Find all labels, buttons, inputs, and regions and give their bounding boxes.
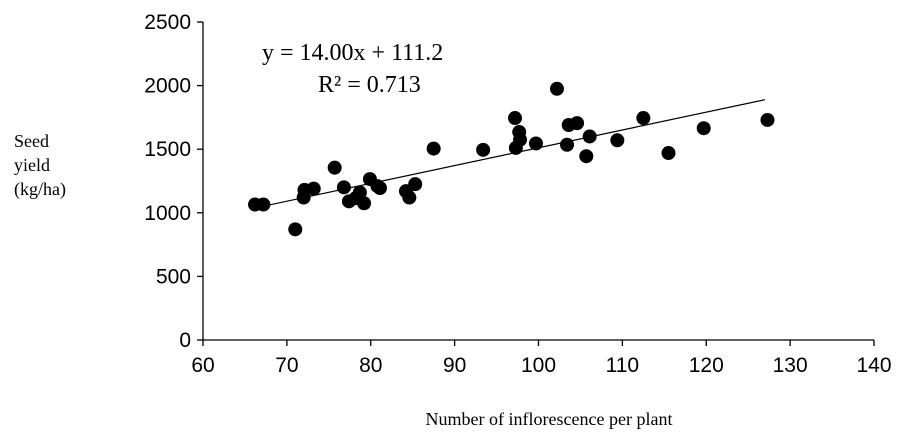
- data-point: [288, 222, 303, 237]
- y-tick-label: 0: [179, 329, 191, 352]
- data-point: [549, 81, 564, 96]
- data-point: [760, 112, 775, 127]
- data-points: [248, 81, 775, 237]
- data-point: [661, 146, 676, 161]
- trendline: [253, 99, 766, 209]
- x-tick-label: 60: [191, 354, 214, 377]
- data-point: [256, 197, 271, 212]
- data-point: [513, 132, 528, 147]
- x-tick-label: 140: [856, 354, 891, 377]
- x-tick-label: 70: [275, 354, 298, 377]
- y-tick-label: 1000: [144, 202, 191, 225]
- r-squared-label: R² = 0.713: [318, 72, 421, 98]
- data-point: [570, 116, 585, 131]
- data-point: [508, 111, 523, 126]
- data-point: [408, 177, 423, 192]
- data-point: [696, 121, 711, 136]
- x-tick-label: 120: [689, 354, 724, 377]
- axes: [197, 21, 875, 346]
- data-point: [336, 180, 351, 195]
- y-axis-tick-labels: 0 500 1000 1500 2000 2500: [144, 11, 191, 352]
- x-axis-label: Number of inflorescence per plant: [426, 409, 673, 429]
- x-tick-label: 130: [773, 354, 808, 377]
- x-tick-label: 80: [359, 354, 382, 377]
- x-axis-tick-labels: 60 70 80 90 100 110 120 130 140: [191, 354, 891, 377]
- y-axis-label-line-1: Seed: [14, 131, 49, 151]
- data-point: [306, 181, 321, 196]
- data-point: [327, 160, 342, 175]
- x-tick-label: 100: [521, 354, 556, 377]
- y-tick-label: 1500: [144, 138, 191, 161]
- data-point: [560, 137, 575, 152]
- data-point: [357, 196, 372, 211]
- data-point: [579, 149, 594, 164]
- x-tick-label: 110: [606, 354, 639, 377]
- data-point: [352, 185, 367, 200]
- data-point: [372, 180, 387, 195]
- y-axis-label-line-2: yield: [14, 155, 50, 175]
- data-point: [636, 111, 651, 126]
- data-point: [402, 190, 417, 205]
- data-point: [426, 141, 441, 156]
- data-point: [610, 133, 625, 148]
- y-tick-label: 2500: [144, 11, 191, 34]
- trendline-equation: y = 14.00x + 111.2: [262, 40, 443, 66]
- trendline-group: [253, 99, 766, 209]
- y-tick-label: 2000: [144, 75, 191, 98]
- y-axis-label-line-3: (kg/ha): [14, 179, 66, 200]
- x-tick-label: 90: [443, 354, 466, 377]
- y-tick-label: 500: [156, 265, 191, 288]
- data-point: [476, 142, 491, 157]
